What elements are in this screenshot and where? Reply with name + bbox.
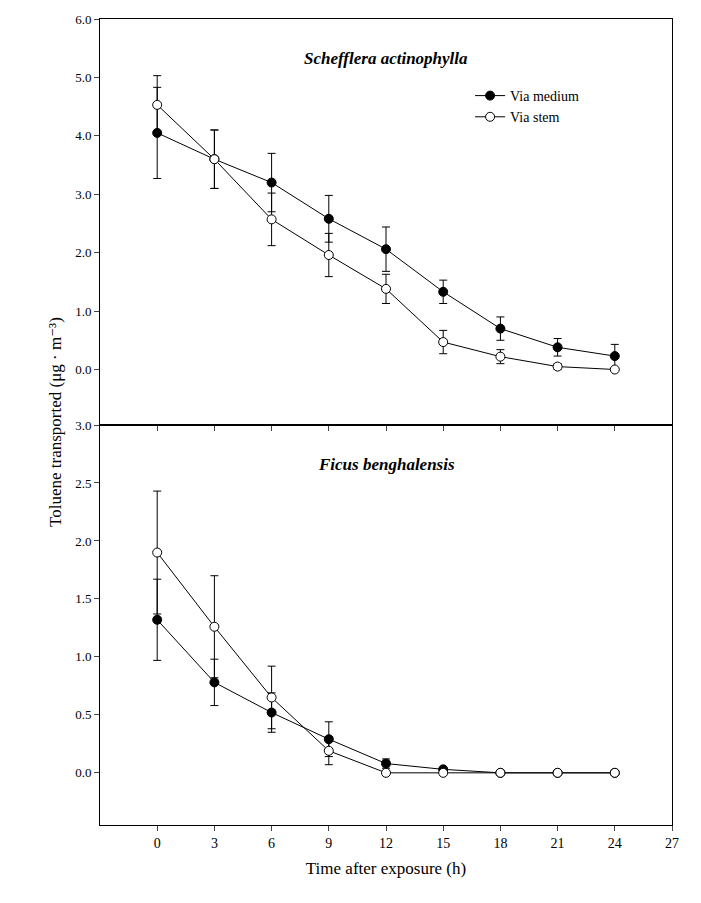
- svg-text:Schefflera actinophylla: Schefflera actinophylla: [304, 49, 468, 68]
- svg-text:0.5: 0.5: [75, 707, 91, 722]
- svg-text:18: 18: [493, 836, 507, 851]
- svg-text:3: 3: [211, 836, 218, 851]
- svg-text:1.0: 1.0: [75, 304, 91, 319]
- svg-text:4.0: 4.0: [75, 128, 91, 143]
- svg-text:2.0: 2.0: [75, 245, 91, 260]
- svg-text:6.0: 6.0: [75, 12, 91, 27]
- svg-text:15: 15: [436, 836, 450, 851]
- svg-text:0.0: 0.0: [75, 362, 91, 377]
- svg-text:Via stem: Via stem: [510, 110, 559, 125]
- svg-text:Toluene transported (μg · m⁻³): Toluene transported (μg · m⁻³): [46, 317, 65, 527]
- svg-text:2.0: 2.0: [75, 533, 91, 548]
- svg-text:3.0: 3.0: [75, 418, 91, 433]
- svg-text:24: 24: [608, 836, 622, 851]
- svg-text:21: 21: [551, 836, 565, 851]
- svg-text:Time after exposure (h): Time after exposure (h): [306, 859, 466, 878]
- svg-text:0.0: 0.0: [75, 765, 91, 780]
- svg-text:12: 12: [379, 836, 393, 851]
- svg-text:0: 0: [154, 836, 161, 851]
- svg-text:1.5: 1.5: [75, 591, 91, 606]
- svg-text:9: 9: [325, 836, 332, 851]
- svg-text:Via medium: Via medium: [510, 89, 579, 104]
- svg-text:3.0: 3.0: [75, 187, 91, 202]
- svg-text:Ficus benghalensis: Ficus benghalensis: [318, 455, 455, 474]
- svg-text:6: 6: [268, 836, 275, 851]
- svg-text:1.0: 1.0: [75, 649, 91, 664]
- svg-text:5.0: 5.0: [75, 70, 91, 85]
- svg-text:2.5: 2.5: [75, 476, 91, 491]
- svg-text:27: 27: [665, 836, 679, 851]
